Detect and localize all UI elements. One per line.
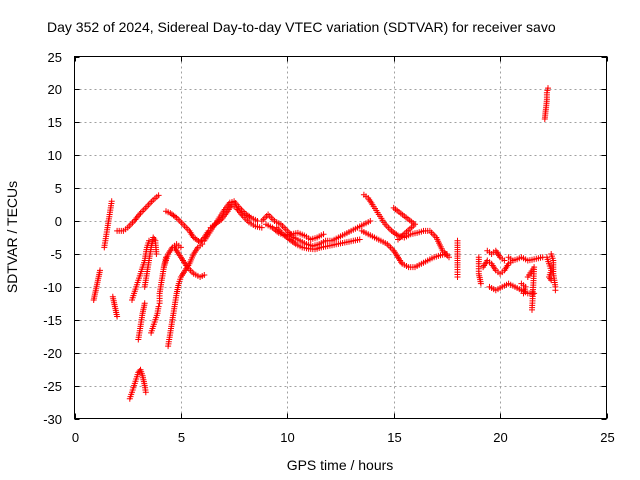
x-tick-label: 15 — [387, 430, 401, 445]
data-point — [108, 198, 115, 205]
y-axis-label: SDTVAR / TECUs — [4, 181, 20, 293]
x-axis-label: GPS time / hours — [287, 457, 394, 473]
data-point — [141, 300, 148, 307]
y-tick-label: -30 — [43, 412, 62, 427]
data-point — [446, 254, 452, 261]
x-tick-label: 0 — [72, 430, 79, 445]
data-point — [201, 272, 208, 278]
y-tick-label: 5 — [55, 181, 62, 196]
data-point — [501, 257, 508, 264]
y-tick-label: -10 — [43, 280, 62, 295]
data-point — [142, 389, 149, 396]
data-point — [552, 287, 559, 294]
data-point — [258, 224, 265, 231]
y-tick-label: -5 — [50, 247, 62, 262]
y-tick-label: 10 — [48, 148, 62, 163]
y-tick-label: -15 — [43, 313, 62, 328]
x-tick-label: 10 — [280, 430, 294, 445]
data-point — [114, 313, 121, 320]
x-tick-label: 25 — [600, 430, 614, 445]
data-point — [97, 267, 103, 274]
x-tick-label: 20 — [493, 430, 507, 445]
grid — [74, 56, 607, 419]
data-point — [477, 280, 484, 287]
data-point — [443, 251, 450, 257]
plot-frame — [74, 56, 607, 419]
y-tick-labels: -30 -25 -20 -15 -10 -5 0 5 10 15 20 25 — [43, 50, 62, 427]
y-tick-label: 15 — [48, 115, 62, 130]
data-point — [155, 192, 162, 199]
data-points — [90, 85, 559, 402]
y-tick-label: 20 — [48, 82, 62, 97]
data-point — [529, 306, 535, 313]
data-point — [520, 290, 527, 297]
data-point — [177, 244, 184, 251]
data-point — [356, 236, 363, 243]
x-tick-label: 5 — [178, 430, 185, 445]
y-tick-label: -20 — [43, 346, 62, 361]
data-point — [155, 303, 162, 310]
y-tick-label: -25 — [43, 379, 62, 394]
axis-ticks — [74, 56, 608, 420]
data-point — [146, 237, 152, 244]
data-point — [153, 251, 160, 257]
data-point — [367, 218, 374, 224]
data-point — [395, 236, 401, 243]
chart-title: Day 352 of 2024, Sidereal Day-to-day VTE… — [47, 19, 556, 35]
y-tick-label: 25 — [48, 50, 62, 65]
data-point — [320, 231, 327, 238]
x-tick-labels: 0 5 10 15 20 25 — [72, 430, 615, 445]
data-point — [454, 274, 461, 280]
data-point — [545, 85, 551, 92]
y-tick-label: 0 — [55, 214, 62, 229]
